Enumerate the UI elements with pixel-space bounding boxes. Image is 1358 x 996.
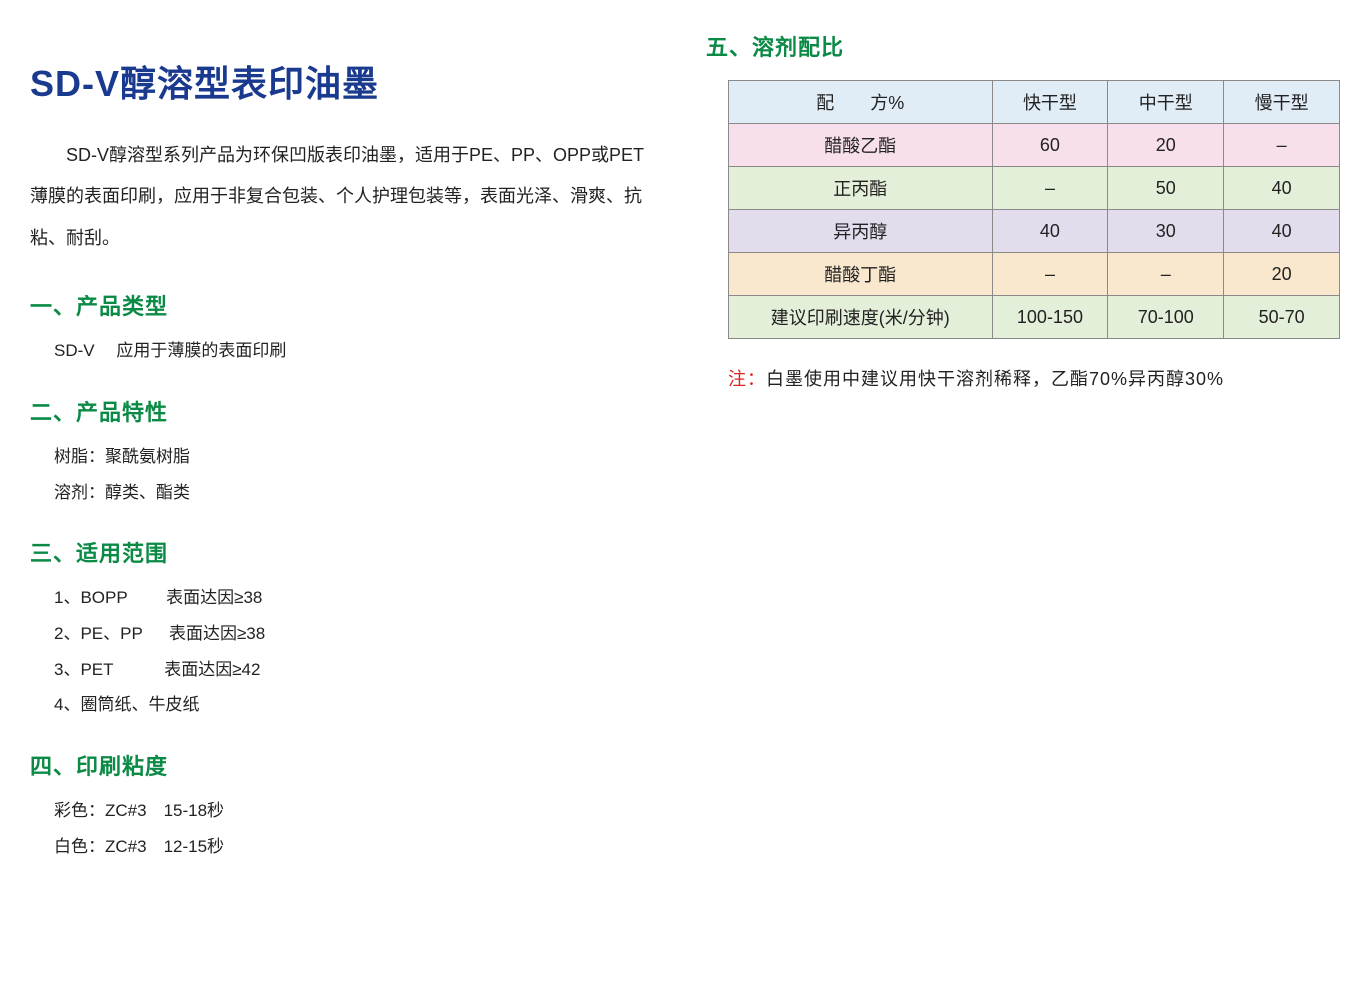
section-3-line-4: 4、圈筒纸、牛皮纸 — [54, 687, 670, 723]
note: 注：白墨使用中建议用快干溶剂稀释，乙酯70%异丙醇30% — [728, 365, 1350, 391]
note-label: 注： — [728, 369, 766, 389]
section-4-line-1: 彩色：ZC#3 15-18秒 — [54, 793, 670, 829]
section-2-line-1: 树脂：聚酰氨树脂 — [54, 439, 670, 475]
cell: 50-70 — [1224, 296, 1340, 339]
cell: 异丙醇 — [729, 210, 993, 253]
cell: – — [992, 253, 1108, 296]
cell: 30 — [1108, 210, 1224, 253]
section-4-head: 四、印刷粘度 — [30, 749, 670, 781]
table-row: 正丙酯 – 50 40 — [729, 167, 1340, 210]
section-3-line-2: 2、PE、PP 表面达因≥38 — [54, 616, 670, 652]
col-header-1: 快干型 — [992, 81, 1108, 124]
cell: 70-100 — [1108, 296, 1224, 339]
section-1-body: SD-V 应用于薄膜的表面印刷 — [30, 333, 670, 369]
table-row: 醋酸乙酯 60 20 – — [729, 124, 1340, 167]
cell: 40 — [1224, 210, 1340, 253]
col-header-2: 中干型 — [1108, 81, 1224, 124]
page-title: SD-V醇溶型表印油墨 — [30, 55, 670, 107]
section-5-head: 五、溶剂配比 — [706, 30, 1350, 62]
cell: 醋酸丁酯 — [729, 253, 993, 296]
section-2-line-2: 溶剂：醇类、酯类 — [54, 475, 670, 511]
cell: 醋酸乙酯 — [729, 124, 993, 167]
cell: 60 — [992, 124, 1108, 167]
cell: 20 — [1108, 124, 1224, 167]
col-header-3: 慢干型 — [1224, 81, 1340, 124]
section-4-line-2: 白色：ZC#3 12-15秒 — [54, 829, 670, 865]
cell: 20 — [1224, 253, 1340, 296]
cell: 40 — [1224, 167, 1340, 210]
section-2-body: 树脂：聚酰氨树脂 溶剂：醇类、酯类 — [30, 439, 670, 510]
right-column: 五、溶剂配比 配 方% 快干型 中干型 慢干型 醋酸乙酯 60 20 – 正丙酯… — [700, 30, 1350, 391]
col-header-0: 配 方% — [729, 81, 993, 124]
cell: 正丙酯 — [729, 167, 993, 210]
intro-text: SD-V醇溶型系列产品为环保凹版表印油墨，适用于PE、PP、OPP或PET薄膜的… — [30, 135, 670, 259]
solvent-table: 配 方% 快干型 中干型 慢干型 醋酸乙酯 60 20 – 正丙酯 – 50 4… — [728, 80, 1340, 339]
section-3-line-3: 3、PET 表面达因≥42 — [54, 652, 670, 688]
cell: – — [1224, 124, 1340, 167]
section-3-head: 三、适用范围 — [30, 536, 670, 568]
cell: 40 — [992, 210, 1108, 253]
table-header-row: 配 方% 快干型 中干型 慢干型 — [729, 81, 1340, 124]
section-3-line-1: 1、BOPP 表面达因≥38 — [54, 580, 670, 616]
table-row: 建议印刷速度(米/分钟) 100-150 70-100 50-70 — [729, 296, 1340, 339]
cell: 建议印刷速度(米/分钟) — [729, 296, 993, 339]
section-4-body: 彩色：ZC#3 15-18秒 白色：ZC#3 12-15秒 — [30, 793, 670, 864]
section-3-body: 1、BOPP 表面达因≥38 2、PE、PP 表面达因≥38 3、PET 表面达… — [30, 580, 670, 723]
note-text: 白墨使用中建议用快干溶剂稀释，乙酯70%异丙醇30% — [766, 369, 1224, 389]
left-column: SD-V醇溶型表印油墨 SD-V醇溶型系列产品为环保凹版表印油墨，适用于PE、P… — [30, 55, 670, 864]
cell: 50 — [1108, 167, 1224, 210]
cell: 100-150 — [992, 296, 1108, 339]
cell: – — [992, 167, 1108, 210]
section-2-head: 二、产品特性 — [30, 395, 670, 427]
section-1-head: 一、产品类型 — [30, 289, 670, 321]
table-row: 异丙醇 40 30 40 — [729, 210, 1340, 253]
cell: – — [1108, 253, 1224, 296]
table-row: 醋酸丁酯 – – 20 — [729, 253, 1340, 296]
section-1-line-1: SD-V 应用于薄膜的表面印刷 — [54, 333, 670, 369]
